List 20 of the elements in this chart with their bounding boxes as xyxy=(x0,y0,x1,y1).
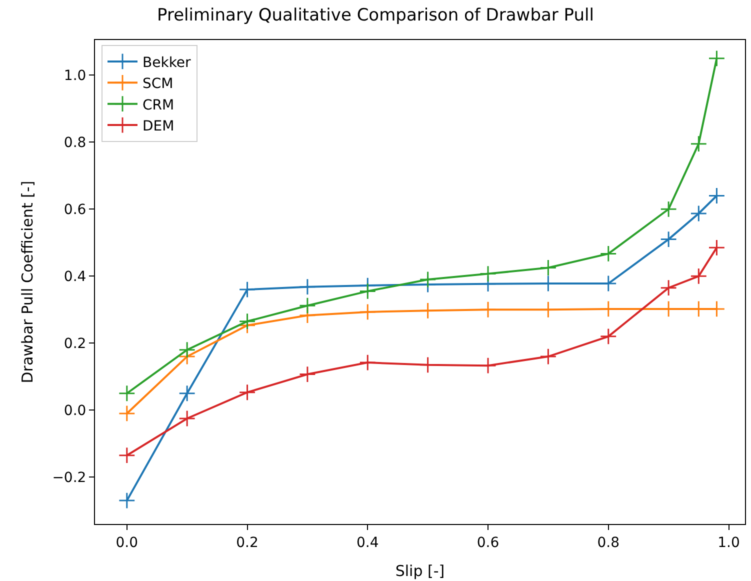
legend-label: Bekker xyxy=(142,54,192,71)
y-tick-label: −0.2 xyxy=(52,470,86,486)
x-tick-label: 1.0 xyxy=(718,534,740,551)
x-tick-label: 0.2 xyxy=(236,534,258,551)
x-tick-label: 0.6 xyxy=(476,534,500,551)
x-axis-title: Slip [-] xyxy=(395,562,445,580)
y-tick-label: 0.2 xyxy=(64,336,86,352)
legend-label: SCM xyxy=(142,76,174,92)
x-tick-label: 0.4 xyxy=(356,534,379,551)
legend-label: DEM xyxy=(142,118,174,134)
y-tick-label: 1.0 xyxy=(64,68,86,84)
x-tick-label: 0.8 xyxy=(597,534,620,551)
chart-title: Preliminary Qualitative Comparison of Drawbar Pull xyxy=(157,6,594,26)
y-axis-title: Drawbar Pull Coefficient [-] xyxy=(18,180,36,384)
y-tick-label: 0.8 xyxy=(64,135,86,152)
y-tick-label: 0.6 xyxy=(64,202,86,218)
y-tick-label: 0.0 xyxy=(64,403,86,420)
x-tick-label: 0.0 xyxy=(116,534,138,551)
y-tick-label: 0.4 xyxy=(64,269,86,286)
legend-label: CRM xyxy=(142,97,174,114)
